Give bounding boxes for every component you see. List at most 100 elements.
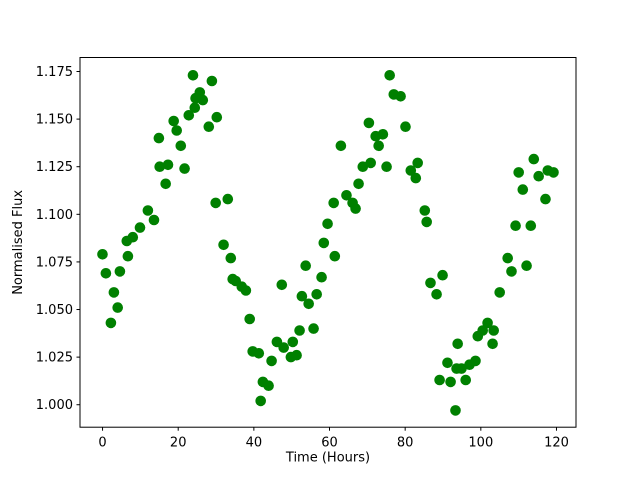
data-point xyxy=(222,193,234,205)
data-point xyxy=(300,260,312,272)
x-tick-label: 60 xyxy=(321,436,338,451)
data-point xyxy=(517,184,529,195)
data-point xyxy=(442,357,453,369)
data-point xyxy=(434,374,445,386)
data-point xyxy=(456,363,467,374)
data-point xyxy=(266,355,277,367)
y-tick-label: 1.050 xyxy=(36,303,73,318)
data-point xyxy=(263,380,274,392)
data-point xyxy=(513,167,524,178)
data-point xyxy=(171,125,182,136)
data-point xyxy=(244,313,255,325)
data-point xyxy=(112,302,123,313)
data-point xyxy=(276,279,288,291)
data-point xyxy=(328,197,340,209)
data-point xyxy=(431,289,442,300)
data-point xyxy=(341,190,352,201)
data-point xyxy=(335,140,347,152)
data-point xyxy=(294,325,305,336)
data-point xyxy=(384,70,396,81)
x-tick-label: 100 xyxy=(468,436,493,451)
data-point xyxy=(381,161,392,172)
data-point xyxy=(363,117,375,129)
data-point xyxy=(142,205,154,216)
data-point xyxy=(97,249,108,260)
data-point xyxy=(210,197,221,209)
data-point xyxy=(525,220,537,231)
data-point xyxy=(373,140,385,152)
data-point xyxy=(421,216,433,228)
x-tick-label: 120 xyxy=(544,436,569,451)
data-point xyxy=(206,75,218,87)
data-point xyxy=(240,285,252,296)
data-point xyxy=(197,94,209,106)
data-point xyxy=(100,268,112,279)
data-point xyxy=(357,161,369,172)
data-point xyxy=(218,239,229,251)
data-point xyxy=(148,214,160,226)
data-point xyxy=(410,172,422,184)
data-point xyxy=(412,157,424,169)
data-points xyxy=(97,70,559,416)
y-tick-label: 1.100 xyxy=(36,208,73,223)
data-point xyxy=(400,121,411,132)
data-point xyxy=(316,271,327,283)
data-point xyxy=(548,167,559,178)
data-point xyxy=(122,250,134,262)
data-point xyxy=(278,342,290,353)
data-point xyxy=(506,266,517,277)
data-point xyxy=(211,111,223,123)
data-point xyxy=(189,102,201,113)
data-point xyxy=(134,222,146,233)
data-point xyxy=(179,163,190,174)
data-point xyxy=(350,203,361,214)
y-tick-label: 1.075 xyxy=(36,255,73,270)
data-point xyxy=(329,250,341,262)
data-point xyxy=(127,231,139,243)
data-point xyxy=(291,349,302,361)
data-point xyxy=(450,405,461,416)
y-tick-label: 1.125 xyxy=(36,160,73,175)
data-point xyxy=(353,178,364,190)
y-tick-label: 1.025 xyxy=(36,351,73,366)
y-axis-label: Normalised Flux xyxy=(11,190,26,295)
data-point xyxy=(540,193,551,205)
data-point xyxy=(425,277,436,289)
data-point xyxy=(502,252,513,264)
data-point xyxy=(153,132,165,144)
data-point xyxy=(114,266,126,277)
data-point xyxy=(203,121,215,132)
data-point xyxy=(477,325,489,336)
data-point xyxy=(510,220,521,231)
data-point xyxy=(168,115,179,127)
data-point xyxy=(452,338,464,350)
data-point xyxy=(311,289,323,300)
data-point xyxy=(405,165,417,176)
x-tick-label: 0 xyxy=(98,436,106,451)
x-tick-label: 20 xyxy=(170,436,187,451)
data-point xyxy=(183,110,195,121)
data-point xyxy=(395,91,406,102)
x-axis-label: Time (Hours) xyxy=(285,451,370,466)
data-point xyxy=(322,218,333,230)
tick-labels: 0 20 40 60 80 100 120 1.000 1.025 1.050 1.075 1.100… xyxy=(36,65,569,451)
data-point xyxy=(160,178,171,190)
data-point xyxy=(377,129,389,140)
data-point xyxy=(175,140,187,152)
data-point xyxy=(296,290,308,302)
data-point xyxy=(533,170,544,182)
data-point xyxy=(225,252,237,264)
data-point xyxy=(419,205,431,216)
y-tick-label: 1.000 xyxy=(36,398,73,413)
data-point xyxy=(521,260,532,272)
data-point xyxy=(482,317,493,329)
data-point xyxy=(287,336,299,348)
data-point xyxy=(437,269,448,281)
data-point xyxy=(528,153,540,165)
data-point xyxy=(445,376,456,388)
data-point xyxy=(460,374,472,386)
data-point xyxy=(255,395,266,407)
data-point xyxy=(487,338,498,350)
